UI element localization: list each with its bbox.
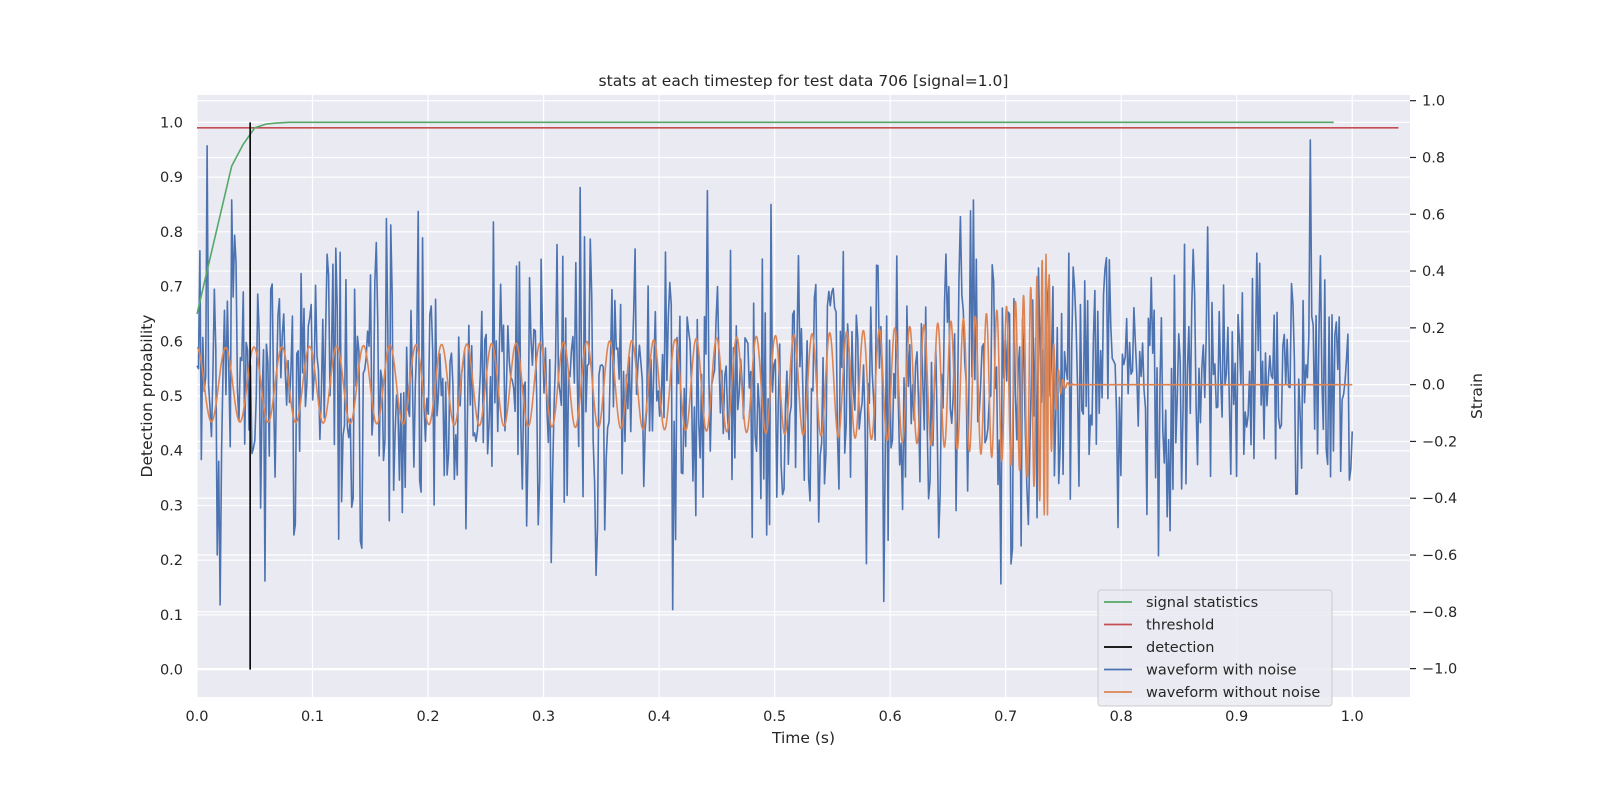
legend-label: waveform with noise — [1146, 663, 1297, 679]
x-tick-label: 0.9 — [1225, 709, 1248, 725]
series-layer — [196, 121, 1399, 670]
y2-tick-label: 1.0 — [1422, 94, 1445, 110]
x-tick-label: 0.1 — [301, 709, 324, 725]
y2-tick-label: −0.6 — [1422, 548, 1457, 564]
x-tick-label: 1.0 — [1341, 709, 1364, 725]
y2-tick-label: −0.4 — [1422, 491, 1457, 507]
legend-label: waveform without noise — [1146, 685, 1320, 701]
y-tick-label: 0.1 — [160, 608, 183, 624]
series-waveform-with-noise — [196, 139, 1354, 611]
legend-label: signal statistics — [1146, 595, 1258, 611]
x-tick-label: 0.2 — [417, 709, 440, 725]
chart-title: stats at each timestep for test data 706… — [599, 72, 1009, 90]
y2-tick-label: −0.8 — [1422, 605, 1457, 621]
legend: signal statistics threshold detection wavef… — [1097, 589, 1333, 707]
y-axis-label: Detection probability — [138, 315, 156, 478]
ticks: 0.0 0.1 0.2 0.3 0.4 0.5 0.6 0.7 0.8 0.9 1.0 0.0 0.1 0… — [160, 94, 1457, 725]
y-tick-label: 0.9 — [160, 170, 183, 186]
y2-tick-label: 0.2 — [1422, 321, 1445, 337]
x-tick-label: 0.4 — [648, 709, 671, 725]
x-tick-label: 0.3 — [532, 709, 555, 725]
x-axis-label: Time (s) — [771, 729, 835, 747]
legend-box — [1097, 589, 1333, 707]
y2-tick-label: −0.2 — [1422, 434, 1457, 450]
y-tick-label: 0.2 — [160, 553, 183, 569]
y-tick-label: 0.7 — [160, 280, 183, 296]
series-waveform-without-noise — [196, 253, 1353, 516]
y-tick-label: 0.8 — [160, 225, 183, 241]
x-tick-label: 0.8 — [1110, 709, 1133, 725]
y-tick-label: 0.4 — [160, 444, 183, 460]
x-tick-label: 0.7 — [994, 709, 1017, 725]
y-tick-label: 0.0 — [160, 663, 183, 679]
y2-tick-label: 0.6 — [1422, 207, 1445, 223]
series-signal-statistics — [196, 121, 1334, 315]
legend-label: detection — [1146, 640, 1214, 656]
y2-tick-label: 0.8 — [1422, 150, 1445, 166]
y2-axis-label: Strain — [1468, 373, 1486, 419]
y-tick-label: 0.3 — [160, 498, 183, 514]
y2-tick-label: 0.4 — [1422, 264, 1445, 280]
y-tick-label: 1.0 — [160, 115, 183, 131]
x-tick-label: 0.0 — [185, 709, 208, 725]
x-tick-label: 0.5 — [763, 709, 786, 725]
y2-tick-label: −1.0 — [1422, 662, 1457, 678]
y2-tick-label: 0.0 — [1422, 378, 1445, 394]
legend-items: signal statistics threshold detection wavef… — [1104, 595, 1320, 701]
x-tick-label: 0.6 — [879, 709, 902, 725]
legend-label: threshold — [1146, 618, 1214, 634]
y-tick-label: 0.5 — [160, 389, 183, 405]
y-tick-label: 0.6 — [160, 334, 183, 350]
